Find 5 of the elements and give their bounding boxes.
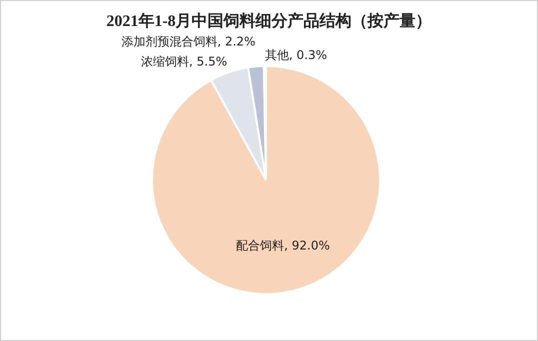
slice-label: 浓缩饲料, 5.5% <box>141 54 228 69</box>
chart-title: 2021年1-8月中国饲料细分产品结构（按产量） <box>105 11 433 32</box>
slice-label: 其他, 0.3% <box>264 48 327 62</box>
slice-label: 配合饲料, 92.0% <box>236 238 330 252</box>
slice-label: 添加剂预混合饲料, 2.2% <box>121 34 256 49</box>
